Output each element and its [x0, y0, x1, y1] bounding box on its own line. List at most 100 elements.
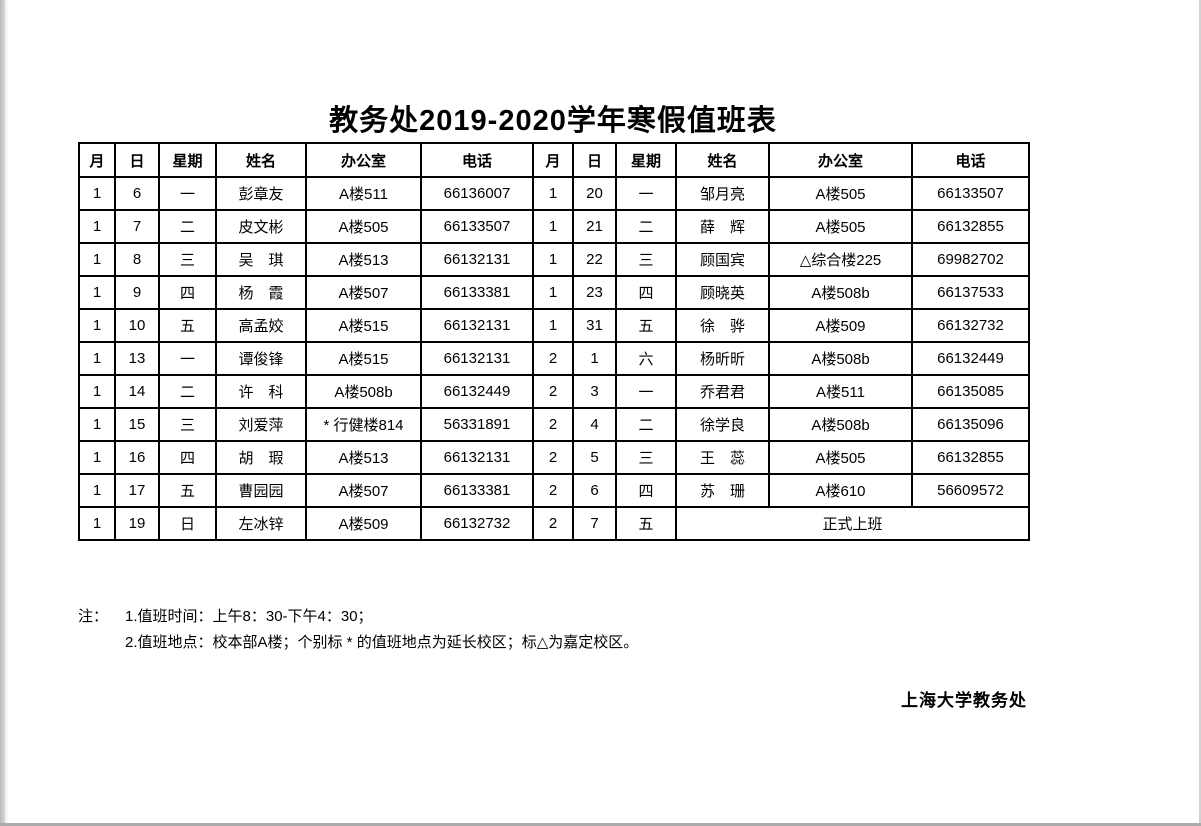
table-cell: 杨昕昕 — [675, 341, 770, 376]
table-cell: 13 — [114, 341, 160, 376]
table-cell: 69982702 — [911, 242, 1030, 277]
table-cell: 66132131 — [420, 440, 534, 475]
table-cell: 一 — [158, 341, 217, 376]
table-cell: 1 — [78, 374, 116, 409]
table-cell: 彭章友 — [215, 176, 307, 211]
window-left-edge — [0, 0, 5, 826]
note-line-2: 2.值班地点：校本部A楼；个别标 * 的值班地点为延长校区；标△为嘉定校区。 — [125, 634, 639, 651]
table-cell: * 行健楼814 — [305, 407, 422, 442]
table-cell: 7 — [114, 209, 160, 244]
table-cell: 23 — [572, 275, 617, 310]
table-cell: 高孟姣 — [215, 308, 307, 343]
table-cell: 许 科 — [215, 374, 307, 409]
table-cell: 皮文彬 — [215, 209, 307, 244]
table-row-header: 月日星期 姓名 办公室 电话月日星期 姓名 办公室 电话 — [78, 142, 1030, 178]
table-cell: 1 — [78, 242, 116, 277]
table-cell: 1 — [78, 440, 116, 475]
table-header-row: 月日星期 姓名 办公室 电话月日星期 姓名 办公室 电话 — [78, 142, 1030, 178]
table-cell: A楼508b — [305, 374, 422, 409]
table-cell: 1 — [78, 176, 116, 211]
table-cell: A楼508b — [768, 275, 913, 310]
table-cell: 二 — [615, 407, 677, 442]
table-cell: 1 — [532, 308, 574, 343]
table-cell: 66137533 — [911, 275, 1030, 310]
table-cell: 五 — [158, 308, 217, 343]
table-cell: 2 — [532, 440, 574, 475]
table-cell: 四 — [615, 473, 677, 508]
table-cell: A楼509 — [768, 308, 913, 343]
table-cell: 2 — [532, 341, 574, 376]
table-cell-merged: 正式上班 — [675, 506, 1030, 541]
table-cell: 4 — [572, 407, 617, 442]
table-row: 1 15 三刘爱萍 * 行健楼814 56331891 2 4 二徐学良 A楼508b 66135… — [78, 407, 1030, 442]
table-cell: A楼511 — [768, 374, 913, 409]
column-header: 日 — [572, 142, 617, 178]
note-line-1: 1.值班时间：上午8：30-下午4：30； — [125, 608, 373, 625]
window-right-edge — [1199, 0, 1201, 826]
table-cell: 10 — [114, 308, 160, 343]
table-body: 1 6 一彭章友 A楼511 66136007 1 20 一邹月亮 A楼505 66133507 1… — [78, 176, 1030, 541]
table-cell: A楼505 — [768, 176, 913, 211]
table-cell: A楼507 — [305, 473, 422, 508]
table-cell: 66133381 — [420, 275, 534, 310]
table-cell: 邹月亮 — [675, 176, 770, 211]
table-cell: 16 — [114, 440, 160, 475]
table-cell: 五 — [615, 506, 677, 541]
table-cell: 9 — [114, 275, 160, 310]
table-cell: A楼513 — [305, 440, 422, 475]
table-cell: 四 — [158, 440, 217, 475]
table-cell: 14 — [114, 374, 160, 409]
duty-table: 月日星期 姓名 办公室 电话月日星期 姓名 办公室 电话 1 6 一彭章友 A楼511 661360… — [78, 142, 1030, 541]
table-cell: 三 — [615, 242, 677, 277]
table-cell: 一 — [615, 374, 677, 409]
column-header: 星期 — [615, 142, 677, 178]
notes-block: 注： 1.值班时间：上午8：30-下午4：30； 2.值班地点：校本部A楼；个别… — [78, 604, 638, 656]
table-cell: 66132732 — [420, 506, 534, 541]
table-row: 1 7 二皮文彬 A楼505 66133507 1 21 二薛 辉 A楼505 66132855 — [78, 209, 1030, 244]
table-cell: 徐 骅 — [675, 308, 770, 343]
table-cell: 日 — [158, 506, 217, 541]
page-title: 教务处2019-2020学年寒假值班表 — [329, 105, 777, 138]
table-cell: 1 — [532, 176, 574, 211]
table-cell: 六 — [615, 341, 677, 376]
table-cell: 2 — [532, 407, 574, 442]
table-cell: 31 — [572, 308, 617, 343]
table-cell: A楼505 — [768, 209, 913, 244]
table-cell: 1 — [78, 209, 116, 244]
column-header: 星期 — [158, 142, 217, 178]
table-cell: 3 — [572, 374, 617, 409]
table-cell: A楼511 — [305, 176, 422, 211]
table-cell: A楼515 — [305, 308, 422, 343]
table-cell: 15 — [114, 407, 160, 442]
table-cell: 吴 琪 — [215, 242, 307, 277]
table-cell: 8 — [114, 242, 160, 277]
table-cell: 22 — [572, 242, 617, 277]
column-header: 办公室 — [768, 142, 913, 178]
table-cell: 66132449 — [911, 341, 1030, 376]
table-cell: 王 蕊 — [675, 440, 770, 475]
table-cell: 二 — [615, 209, 677, 244]
column-header: 姓名 — [215, 142, 307, 178]
column-header: 姓名 — [675, 142, 770, 178]
table-cell: 5 — [572, 440, 617, 475]
table-cell: 三 — [615, 440, 677, 475]
table-cell: △综合楼225 — [768, 242, 913, 277]
table-cell: 徐学良 — [675, 407, 770, 442]
table-cell: A楼515 — [305, 341, 422, 376]
table-cell: 2 — [532, 473, 574, 508]
table-cell: 17 — [114, 473, 160, 508]
table-cell: 四 — [158, 275, 217, 310]
column-header: 电话 — [420, 142, 534, 178]
table-cell: A楼505 — [768, 440, 913, 475]
table-cell: 1 — [78, 308, 116, 343]
table-cell: 一 — [615, 176, 677, 211]
table-cell: 66133507 — [420, 209, 534, 244]
signature: 上海大学教务处 — [901, 691, 1027, 710]
table-cell: 四 — [615, 275, 677, 310]
table-cell: 20 — [572, 176, 617, 211]
table-cell: 66132855 — [911, 440, 1030, 475]
table-cell: 胡 瑕 — [215, 440, 307, 475]
table-cell: 66132855 — [911, 209, 1030, 244]
